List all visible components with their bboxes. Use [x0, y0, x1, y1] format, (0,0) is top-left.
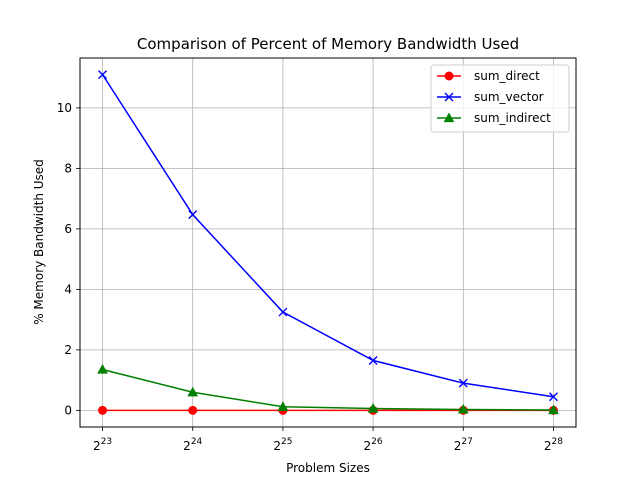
- data-point: [188, 210, 198, 220]
- x-tick-label: 226: [364, 437, 383, 453]
- data-point: [278, 307, 288, 317]
- data-point: [367, 403, 379, 413]
- x-tick-exponent: 26: [371, 437, 383, 447]
- y-tick-label: 6: [64, 222, 72, 236]
- data-point: [548, 404, 559, 415]
- x-tick-base: 2: [364, 439, 372, 453]
- chart-title: Comparison of Percent of Memory Bandwidt…: [137, 35, 519, 53]
- series-sum_indirect: [97, 364, 559, 415]
- data-point: [548, 392, 558, 402]
- data-point: [98, 70, 108, 80]
- data-point: [457, 403, 469, 414]
- x-tick-label: 228: [544, 437, 563, 453]
- x-tick-exponent: 28: [552, 437, 564, 447]
- legend-marker: [444, 71, 454, 81]
- data-point: [187, 386, 199, 397]
- x-axis-label: Problem Sizes: [286, 461, 370, 475]
- legend-item: sum_vector: [437, 90, 544, 104]
- x-tick-exponent: 25: [281, 437, 292, 447]
- x-tick-exponent: 23: [101, 437, 112, 447]
- x-tick-base: 2: [454, 439, 462, 453]
- legend-label: sum_vector: [474, 90, 544, 104]
- y-tick-label: 8: [64, 161, 72, 175]
- legend-item: sum_indirect: [437, 111, 551, 125]
- legend-marker: [443, 112, 455, 123]
- x-tick-base: 2: [544, 439, 552, 453]
- data-point: [277, 401, 289, 411]
- x-tick-label: 224: [183, 437, 202, 453]
- data-point: [368, 355, 378, 365]
- legend-box: [430, 64, 570, 133]
- series-sum_vector: [98, 70, 558, 402]
- series-line: [102, 368, 554, 411]
- x-tick-base: 2: [273, 439, 281, 453]
- y-tick-label: 10: [57, 101, 72, 115]
- x-tick-label: 225: [273, 437, 292, 453]
- grid: [80, 58, 576, 427]
- data-point: [188, 405, 198, 415]
- y-axis-ticks: 0 2 4 6 8 10: [57, 101, 80, 417]
- y-axis-label: % Memory Bandwidth Used: [32, 159, 46, 325]
- data-point: [98, 405, 108, 415]
- x-tick-exponent: 27: [461, 437, 472, 447]
- legend-item: sum_direct: [437, 69, 540, 83]
- y-tick-label: 2: [64, 343, 72, 357]
- series-line: [101, 74, 554, 398]
- data-point: [458, 378, 468, 388]
- legend: sum_direct sum_vector sum_indirect: [430, 64, 570, 133]
- x-tick-base: 2: [183, 439, 191, 453]
- x-tick-label: 223: [93, 437, 112, 453]
- x-tick-exponent: 24: [191, 437, 203, 447]
- series-layer: [97, 70, 559, 415]
- x-tick-base: 2: [93, 439, 101, 453]
- plot-frame: [79, 57, 577, 428]
- y-tick-label: 4: [64, 282, 72, 296]
- legend-marker: [444, 92, 454, 102]
- legend-label: sum_indirect: [474, 111, 551, 125]
- data-point: [97, 364, 108, 374]
- legend-label: sum_direct: [474, 69, 540, 83]
- y-tick-label: 0: [64, 403, 72, 417]
- x-tick-label: 227: [454, 437, 473, 453]
- x-axis-ticks: 223 224 225 226 227 228: [93, 427, 563, 453]
